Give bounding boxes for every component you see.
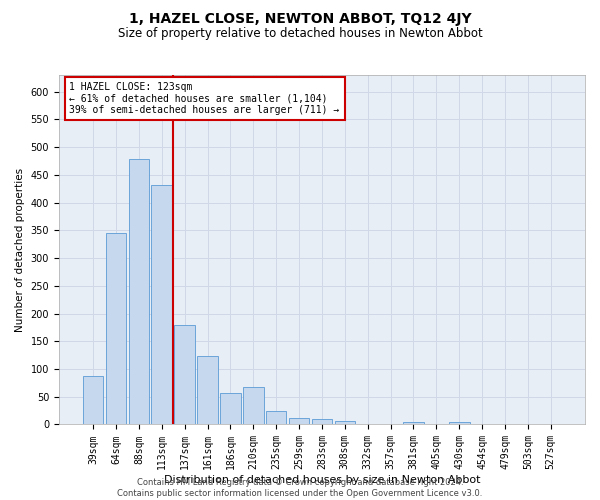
Bar [175, 324, 195, 424]
Bar [151, 185, 172, 424]
Text: 1 HAZEL CLOSE: 123sqm
← 61% of detached houses are smaller (1,104)
39% of semi-d: 1 HAZEL CLOSE: 123sqm ← 61% of detached … [70, 82, 340, 115]
Bar [106, 233, 126, 424]
Bar [197, 356, 218, 424]
Bar [335, 420, 355, 424]
Text: 1, HAZEL CLOSE, NEWTON ABBOT, TQ12 4JY: 1, HAZEL CLOSE, NEWTON ABBOT, TQ12 4JY [128, 12, 472, 26]
Bar [128, 160, 149, 424]
Bar [449, 422, 470, 424]
X-axis label: Distribution of detached houses by size in Newton Abbot: Distribution of detached houses by size … [164, 475, 480, 485]
Bar [289, 418, 310, 424]
Bar [220, 393, 241, 424]
Bar [243, 387, 263, 424]
Bar [83, 376, 103, 424]
Bar [311, 419, 332, 424]
Text: Contains HM Land Registry data © Crown copyright and database right 2024.
Contai: Contains HM Land Registry data © Crown c… [118, 478, 482, 498]
Text: Size of property relative to detached houses in Newton Abbot: Size of property relative to detached ho… [118, 28, 482, 40]
Bar [403, 422, 424, 424]
Bar [266, 410, 286, 424]
Y-axis label: Number of detached properties: Number of detached properties [15, 168, 25, 332]
